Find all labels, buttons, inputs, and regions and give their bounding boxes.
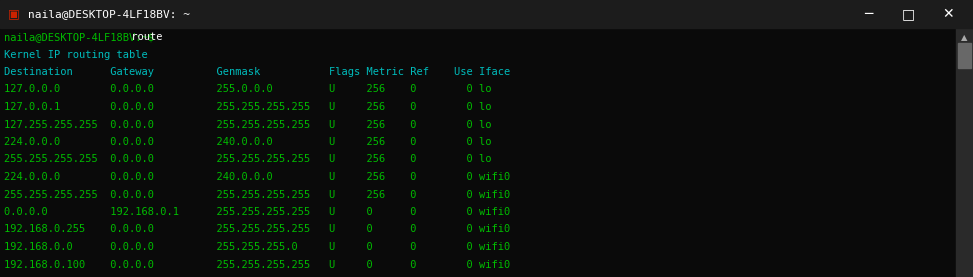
Text: □: □ (901, 7, 915, 21)
Text: 192.168.0.0      0.0.0.0          255.255.255.0     U     0      0        0 wifi: 192.168.0.0 0.0.0.0 255.255.255.0 U 0 0 … (4, 242, 510, 252)
Text: Kernel IP routing table: Kernel IP routing table (4, 50, 148, 60)
Text: 192.168.0.100    0.0.0.0          255.255.255.255   U     0      0        0 wifi: 192.168.0.100 0.0.0.0 255.255.255.255 U … (4, 260, 510, 270)
Bar (956, 28, 973, 277)
Text: 255.255.255.255  0.0.0.0          255.255.255.255   U     256    0        0 wifi: 255.255.255.255 0.0.0.0 255.255.255.255 … (4, 189, 510, 199)
Text: 224.0.0.0        0.0.0.0          240.0.0.0         U     256    0        0 lo: 224.0.0.0 0.0.0.0 240.0.0.0 U 256 0 0 lo (4, 137, 491, 147)
Text: 127.0.0.0        0.0.0.0          255.0.0.0         U     256    0        0 lo: 127.0.0.0 0.0.0.0 255.0.0.0 U 256 0 0 lo (4, 84, 491, 94)
Text: naila@DESKTOP-4LF18BV:~$: naila@DESKTOP-4LF18BV:~$ (4, 32, 154, 42)
Text: 127.255.255.255  0.0.0.0          255.255.255.255   U     256    0        0 lo: 127.255.255.255 0.0.0.0 255.255.255.255 … (4, 119, 491, 130)
Text: 192.168.0.255    0.0.0.0          255.255.255.255   U     0      0        0 wifi: 192.168.0.255 0.0.0.0 255.255.255.255 U … (4, 224, 510, 235)
Bar (958, 43, 971, 68)
Bar (0, 0, 973, 28)
Text: Destination      Gateway          Genmask           Flags Metric Ref    Use Ifac: Destination Gateway Genmask Flags Metric… (4, 67, 510, 77)
Text: ▣: ▣ (8, 7, 19, 20)
Text: ✕: ✕ (942, 7, 954, 21)
Text: naila@DESKTOP-4LF18BV: ~: naila@DESKTOP-4LF18BV: ~ (28, 9, 190, 19)
Text: ─: ─ (864, 7, 872, 21)
Text: 224.0.0.0        0.0.0.0          240.0.0.0         U     256    0        0 wifi: 224.0.0.0 0.0.0.0 240.0.0.0 U 256 0 0 wi… (4, 172, 510, 182)
Text: 0.0.0.0          192.168.0.1      255.255.255.255   U     0      0        0 wifi: 0.0.0.0 192.168.0.1 255.255.255.255 U 0 … (4, 207, 510, 217)
Text: ▲: ▲ (961, 34, 968, 42)
Text: route: route (126, 32, 162, 42)
Text: 127.0.0.1        0.0.0.0          255.255.255.255   U     256    0        0 lo: 127.0.0.1 0.0.0.0 255.255.255.255 U 256 … (4, 102, 491, 112)
Text: 255.255.255.255  0.0.0.0          255.255.255.255   U     256    0        0 lo: 255.255.255.255 0.0.0.0 255.255.255.255 … (4, 155, 491, 165)
